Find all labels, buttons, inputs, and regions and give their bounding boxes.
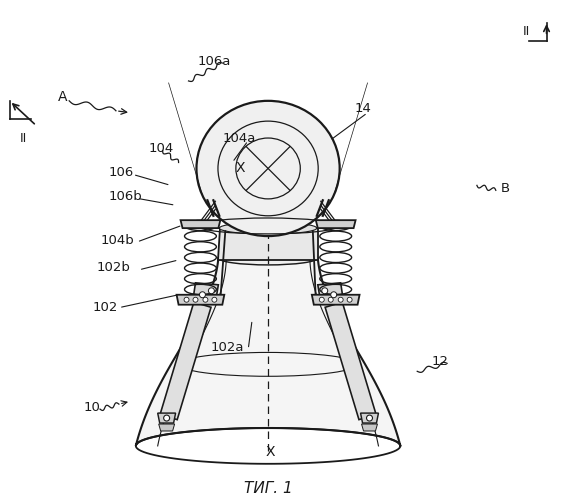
Text: X: X	[265, 445, 275, 459]
Polygon shape	[312, 294, 360, 304]
Text: 104: 104	[149, 142, 174, 155]
Ellipse shape	[220, 222, 317, 234]
Circle shape	[208, 288, 215, 294]
Polygon shape	[160, 302, 211, 420]
Text: 106: 106	[109, 166, 134, 179]
Circle shape	[367, 415, 373, 421]
Text: 10: 10	[83, 400, 100, 413]
Text: 14: 14	[355, 102, 372, 116]
Text: B: B	[501, 182, 510, 195]
Polygon shape	[158, 413, 176, 423]
Circle shape	[184, 297, 189, 302]
Polygon shape	[318, 283, 343, 302]
Circle shape	[328, 297, 333, 302]
Ellipse shape	[196, 101, 339, 236]
Text: II: II	[523, 24, 530, 38]
Text: 12: 12	[431, 355, 448, 368]
Circle shape	[199, 292, 205, 298]
Polygon shape	[136, 258, 400, 446]
Polygon shape	[193, 283, 218, 302]
Polygon shape	[316, 220, 356, 228]
Text: 104b: 104b	[101, 234, 135, 246]
Circle shape	[164, 415, 169, 421]
Text: A: A	[58, 90, 68, 104]
Polygon shape	[361, 424, 377, 431]
Text: 102: 102	[93, 301, 118, 314]
Circle shape	[347, 297, 352, 302]
Text: X: X	[235, 162, 245, 175]
Circle shape	[212, 297, 217, 302]
Polygon shape	[360, 413, 378, 423]
Circle shape	[319, 297, 324, 302]
Polygon shape	[159, 424, 175, 431]
Polygon shape	[181, 220, 220, 228]
Text: ΤИГ. 1: ΤИГ. 1	[244, 481, 292, 496]
Text: 106b: 106b	[109, 190, 142, 203]
Text: 102b: 102b	[97, 262, 131, 274]
Circle shape	[322, 288, 328, 294]
Polygon shape	[325, 302, 376, 420]
Circle shape	[338, 297, 343, 302]
Polygon shape	[218, 228, 318, 260]
Circle shape	[193, 297, 198, 302]
Text: 102a: 102a	[211, 341, 244, 354]
Circle shape	[330, 292, 337, 298]
Text: 104a: 104a	[222, 132, 256, 145]
Text: II: II	[20, 132, 27, 145]
Ellipse shape	[218, 251, 318, 265]
Polygon shape	[177, 294, 224, 304]
Text: 106a: 106a	[198, 54, 231, 68]
Circle shape	[203, 297, 208, 302]
